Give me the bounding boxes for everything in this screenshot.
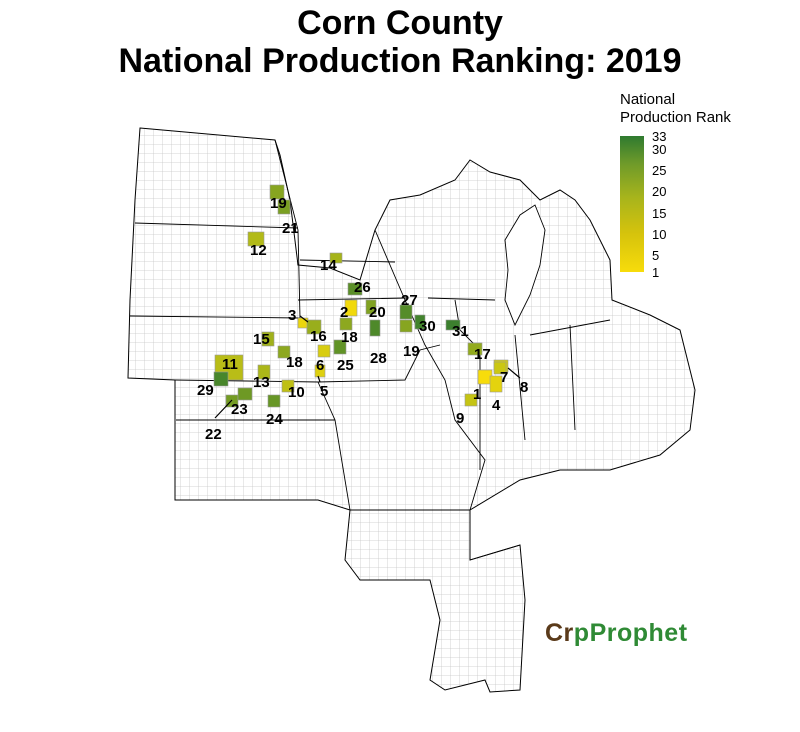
region-fill <box>127 127 696 693</box>
legend-title-line1: National <box>620 91 676 108</box>
county-rank-31 <box>445 319 461 331</box>
county-rank-24 <box>267 394 281 408</box>
county-rank-19 <box>269 184 285 200</box>
rank-label-1: 1 <box>473 386 481 403</box>
county-rank-15 <box>261 331 275 347</box>
logo-word-prophet: Prophet <box>589 619 688 647</box>
rank-label-19: 19 <box>403 343 420 360</box>
rank-label-16: 16 <box>310 328 327 345</box>
legend-color-bar <box>620 136 644 272</box>
legend-tick-15: 15 <box>652 206 667 221</box>
rank-label-18: 18 <box>341 329 358 346</box>
sprout-o-icon: p <box>573 619 590 647</box>
rank-label-13: 13 <box>253 374 270 391</box>
legend-tick-5: 5 <box>652 248 660 263</box>
rank-label-26: 26 <box>354 279 371 296</box>
rank-label-28: 28 <box>370 350 387 367</box>
leader-line-8 <box>507 367 521 379</box>
county-rank-27 <box>399 304 413 320</box>
rank-label-12: 12 <box>250 242 267 259</box>
rank-label-21: 21 <box>282 220 299 237</box>
leader-line-3 <box>299 315 309 323</box>
county-rank-6 <box>317 344 331 358</box>
county-rank-2 <box>344 299 358 317</box>
legend-title-line2: Production Rank <box>620 109 731 126</box>
county-rank-20 <box>365 299 377 315</box>
county-rank-12 <box>247 231 265 247</box>
rank-label-11: 11 <box>222 356 238 373</box>
rank-label-30: 30 <box>419 318 436 335</box>
chart-title-line1: Corn County <box>297 4 503 42</box>
rank-label-29: 29 <box>197 382 214 399</box>
rank-label-7: 7 <box>500 369 508 386</box>
leader-line-5 <box>317 375 321 383</box>
legend-tick-20: 20 <box>652 184 667 199</box>
county-rank-10 <box>281 379 295 393</box>
county-rank-18 <box>339 317 353 331</box>
rank-label-20: 20 <box>369 304 386 321</box>
lake-michigan <box>504 204 546 327</box>
rank-label-5: 5 <box>320 383 328 400</box>
legend-tick-1: 1 <box>652 265 660 280</box>
rank-label-6: 6 <box>316 357 324 374</box>
logo-word-crop: Cr <box>545 619 574 647</box>
legend-tick-33: 33 <box>652 129 667 144</box>
county-rank-4 <box>489 375 503 393</box>
chart-title-line2: National Production Ranking: 2019 <box>118 42 682 80</box>
rank-label-14: 14 <box>320 257 337 274</box>
county-rank-3 <box>297 317 309 329</box>
rank-label-22: 22 <box>205 426 222 443</box>
county-rank-26 <box>347 282 363 296</box>
county-rank-18 <box>277 345 291 359</box>
legend-tick-25: 25 <box>652 163 667 178</box>
rank-label-18: 18 <box>286 354 303 371</box>
county-rank-17 <box>467 342 483 356</box>
rank-label-31: 31 <box>452 323 469 340</box>
county-rank-16 <box>306 319 322 335</box>
state-borders <box>129 139 611 561</box>
county-rank-14 <box>329 252 343 264</box>
rank-label-17: 17 <box>474 346 491 363</box>
rank-label-9: 9 <box>456 410 464 427</box>
rank-label-27: 27 <box>401 292 418 309</box>
rank-label-24: 24 <box>266 411 283 428</box>
county-rank-13 <box>257 364 271 380</box>
county-rank-25 <box>333 339 347 355</box>
rank-label-2: 2 <box>340 304 348 321</box>
rank-label-25: 25 <box>337 357 354 374</box>
county-rank-8 <box>493 361 507 375</box>
county-rank-21 <box>277 199 291 215</box>
rank-label-10: 10 <box>288 384 305 401</box>
county-rank-9 <box>464 393 478 407</box>
rank-label-19: 19 <box>270 195 287 212</box>
legend-title: National Production Rank <box>620 91 731 127</box>
rank-label-3: 3 <box>288 307 296 324</box>
cropprophet-logo: CrpProphet <box>545 619 688 648</box>
rank-label-4: 4 <box>492 397 501 414</box>
county-rank-23 <box>237 387 253 401</box>
county-rank-29 <box>213 371 229 387</box>
county-rank-19 <box>399 319 413 333</box>
county-rank-30 <box>414 314 426 330</box>
county-rank-28 <box>369 319 381 337</box>
leader-lines <box>214 315 521 419</box>
legend-tick-30: 30 <box>652 142 667 157</box>
rank-label-15: 15 <box>253 331 270 348</box>
ranked-counties <box>213 184 509 408</box>
leader-line-22 <box>214 399 233 419</box>
rank-label-8: 8 <box>520 379 528 396</box>
county-rank-5 <box>314 364 326 378</box>
legend-tick-10: 10 <box>652 227 667 242</box>
rank-label-23: 23 <box>231 401 248 418</box>
